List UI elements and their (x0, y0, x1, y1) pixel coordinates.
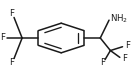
Text: F: F (122, 54, 127, 63)
Text: NH$_2$: NH$_2$ (110, 12, 128, 25)
Text: F: F (125, 41, 130, 50)
Text: F: F (100, 58, 105, 67)
Text: F: F (9, 9, 14, 18)
Text: F: F (0, 34, 5, 42)
Text: F: F (9, 58, 14, 67)
